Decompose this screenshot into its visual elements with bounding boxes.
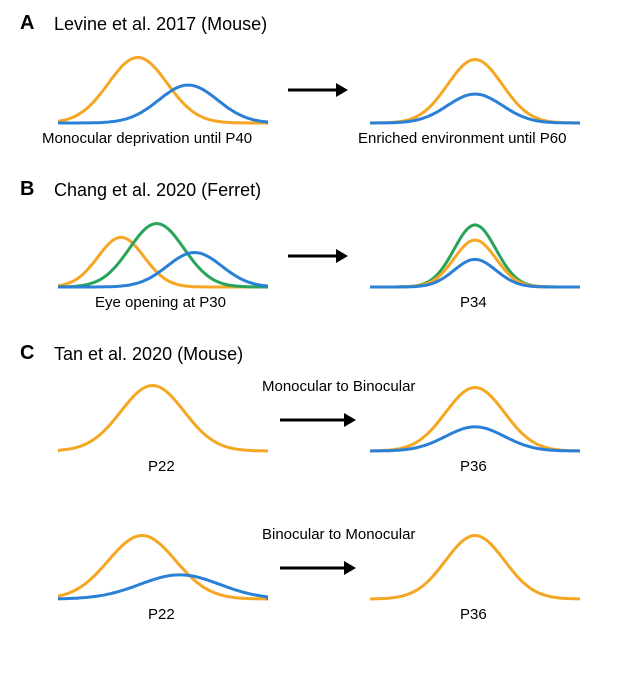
panel-b-left-caption: Eye opening at P30 <box>95 294 226 311</box>
panel-a-arrow <box>288 78 348 102</box>
panel-c-title: Tan et al. 2020 (Mouse) <box>54 344 243 365</box>
panel-c-row2-left-plot <box>58 526 268 601</box>
panel-c-row2-arrow <box>280 556 356 580</box>
panel-b-arrow <box>288 244 348 268</box>
panel-b-label: B <box>20 178 34 201</box>
panel-c-row1-right-plot <box>370 378 580 453</box>
panel-b-left-plot <box>58 214 268 289</box>
panel-c-row2-left-caption: P22 <box>148 606 175 623</box>
panel-a-left-caption: Monocular deprivation until P40 <box>42 130 252 147</box>
panel-c-row2-right-plot <box>370 526 580 601</box>
panel-a-right-caption: Enriched environment until P60 <box>358 130 566 147</box>
panel-a-label: A <box>20 12 34 35</box>
panel-b-right-plot <box>370 214 580 289</box>
panel-a-right-plot <box>370 50 580 125</box>
panel-b-title: Chang et al. 2020 (Ferret) <box>54 180 261 201</box>
panel-a-title: Levine et al. 2017 (Mouse) <box>54 14 267 35</box>
panel-c-label: C <box>20 342 34 365</box>
panel-c-row1-left-caption: P22 <box>148 458 175 475</box>
panel-c-row1-left-plot <box>58 378 268 453</box>
panel-b-right-caption: P34 <box>460 294 487 311</box>
panel-c-row2-right-caption: P36 <box>460 606 487 623</box>
panel-a-left-plot <box>58 50 268 125</box>
panel-c-row1-right-caption: P36 <box>460 458 487 475</box>
panel-c-row1-arrow <box>280 408 356 432</box>
